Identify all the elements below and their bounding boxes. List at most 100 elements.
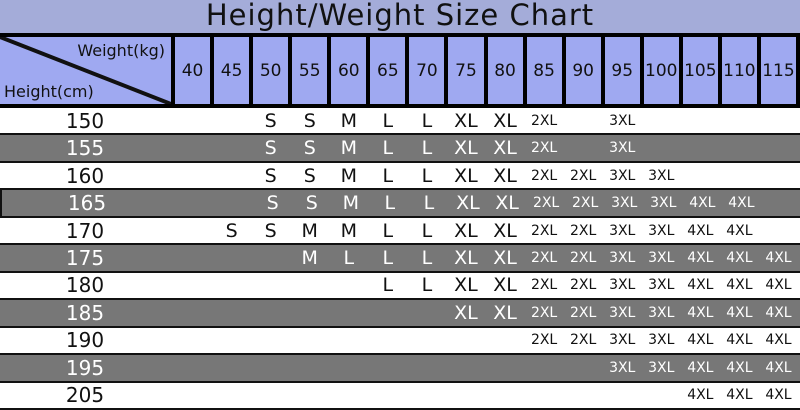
row-height-label: 180 — [65, 273, 105, 298]
column-header-60: 60 — [331, 37, 367, 104]
size-cell: 3XL — [609, 249, 636, 266]
size-cell: M — [301, 246, 318, 269]
column-header-70: 70 — [409, 37, 445, 104]
size-cell: 4XL — [728, 195, 755, 212]
table-row: 195 3XL 3XL 4XL 4XL 4XL — [0, 355, 800, 383]
table-row: 180 L L XL XL 2XL 2XL 3XL 3XL 4XL 4XL 4XL — [0, 272, 800, 301]
size-cell: 4XL — [765, 304, 792, 321]
corner-header-cell: Weight(kg) Height(cm) — [0, 37, 171, 104]
size-cell: L — [382, 164, 394, 187]
size-cell: S — [303, 109, 316, 132]
row-height-label: 160 — [65, 163, 105, 188]
size-cell: 3XL — [609, 140, 636, 157]
height-axis-label: Height(cm) — [4, 82, 94, 101]
size-cell: L — [421, 219, 433, 242]
column-header-45: 45 — [214, 37, 250, 104]
size-cell: 4XL — [726, 249, 753, 266]
table-row: 150 S S M L L XL XL 2XL 3XL — [0, 108, 800, 136]
size-cell: 3XL — [609, 112, 636, 129]
size-cell: 2XL — [530, 112, 558, 129]
column-header-115: 115 — [760, 37, 796, 104]
table-row: 175 M L L L XL XL 2XL 2XL 3XL 3XL 4XL 4XL 4XL — [0, 245, 800, 273]
size-cell: 2XL — [532, 195, 560, 212]
size-cell: 2XL — [570, 304, 597, 321]
size-cell: 3XL — [648, 222, 675, 239]
size-cell: 4XL — [687, 387, 714, 404]
column-header-100: 100 — [643, 37, 679, 104]
table-row: 185 XL XL 2XL 2XL 3XL 3XL 4XL 4XL 4XL — [0, 300, 800, 328]
size-cell: L — [384, 192, 396, 215]
size-cell: L — [382, 246, 394, 269]
size-cell: S — [225, 219, 238, 242]
column-header-80: 80 — [487, 37, 523, 104]
weight-axis-label: Weight(kg) — [77, 41, 165, 60]
size-cell: 4XL — [765, 332, 792, 349]
size-cell: 3XL — [609, 277, 636, 294]
size-cell: M — [340, 109, 357, 132]
size-cell: 2XL — [530, 304, 558, 321]
size-cell: 4XL — [687, 249, 714, 266]
table-row: 165 S S M L L XL XL 2XL 2XL 3XL 3XL 4XL 4XL — [0, 190, 800, 218]
size-cell: 4XL — [726, 387, 753, 404]
size-cell: 3XL — [609, 332, 636, 349]
size-cell: 4XL — [765, 249, 792, 266]
size-cell: S — [303, 137, 316, 160]
size-cell: 4XL — [689, 195, 716, 212]
column-header-110: 110 — [721, 37, 757, 104]
size-cell: 2XL — [530, 249, 558, 266]
size-cell: M — [301, 219, 318, 242]
size-cell: XL — [493, 137, 517, 160]
size-cell: XL — [493, 164, 517, 187]
row-height-label: 155 — [65, 136, 105, 161]
size-cell: XL — [454, 219, 478, 242]
row-height-label: 175 — [65, 245, 105, 270]
size-cell: XL — [454, 274, 478, 297]
size-cell: 3XL — [611, 195, 638, 212]
row-height-label: 170 — [65, 218, 105, 243]
size-cell: 2XL — [530, 140, 558, 157]
column-header-85: 85 — [526, 37, 562, 104]
column-header-90: 90 — [565, 37, 601, 104]
size-cell: 3XL — [648, 359, 675, 376]
size-cell: S — [264, 109, 277, 132]
size-cell: 2XL — [570, 332, 597, 349]
column-header-40: 40 — [175, 37, 211, 104]
size-cell: XL — [456, 192, 480, 215]
size-cell: XL — [454, 301, 478, 324]
size-cell: XL — [454, 137, 478, 160]
size-cell: L — [421, 274, 433, 297]
size-cell: 3XL — [648, 277, 675, 294]
row-height-label: 185 — [65, 300, 105, 325]
size-cell: 2XL — [570, 249, 597, 266]
size-cell: 2XL — [530, 167, 558, 184]
size-cell: L — [421, 137, 433, 160]
size-cell: L — [382, 109, 394, 132]
size-cell: S — [303, 164, 316, 187]
size-cell: XL — [454, 109, 478, 132]
size-cell: 4XL — [687, 304, 714, 321]
size-cell: 2XL — [570, 167, 597, 184]
size-cell: XL — [495, 192, 519, 215]
table-header: Weight(kg) Height(cm) 40 45 50 55 60 65 70 75 80… — [0, 33, 800, 108]
column-header-75: 75 — [448, 37, 484, 104]
size-cell: S — [266, 192, 279, 215]
row-height-label: 190 — [65, 328, 105, 353]
size-cell: L — [423, 192, 435, 215]
size-cell: 3XL — [648, 332, 675, 349]
size-cell: M — [340, 219, 357, 242]
size-cell: XL — [493, 219, 517, 242]
size-cell: 3XL — [609, 359, 636, 376]
size-cell: 4XL — [687, 222, 714, 239]
size-cell: 2XL — [570, 222, 597, 239]
size-cell: 4XL — [687, 277, 714, 294]
size-cell: 2XL — [572, 195, 599, 212]
size-cell: 3XL — [609, 167, 636, 184]
size-cell: S — [264, 219, 277, 242]
size-cell: 2XL — [530, 222, 558, 239]
size-cell: M — [340, 164, 357, 187]
size-cell: 4XL — [726, 304, 753, 321]
size-cell: L — [382, 274, 394, 297]
size-cell: S — [264, 164, 277, 187]
size-cell: 4XL — [687, 332, 714, 349]
row-height-label: 195 — [65, 355, 105, 380]
